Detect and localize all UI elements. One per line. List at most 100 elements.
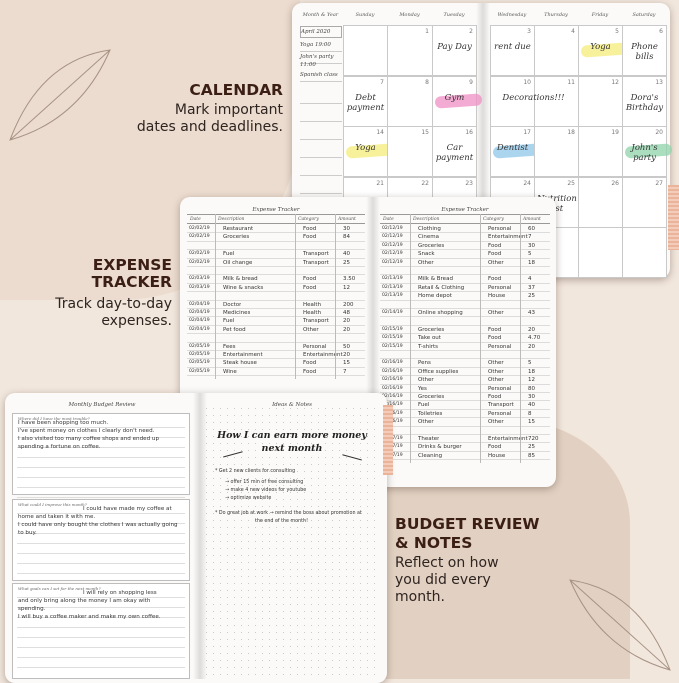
calendar-day-cell[interactable]: 9 Gym (432, 75, 483, 127)
review-answer: spending a fortune on coffee. (18, 444, 101, 450)
ruled-line (17, 427, 185, 428)
calendar-day-cell[interactable]: 11 (534, 75, 579, 127)
day-note: Dentist (496, 143, 529, 153)
ruled-line (17, 553, 185, 554)
ruled-line (17, 617, 185, 618)
date-cell: 02/04/19 (189, 301, 210, 307)
column-header: Amount (338, 217, 356, 222)
calendar-day-cell[interactable]: 18 (534, 126, 579, 177)
expense-title: Expense Tracker (441, 207, 489, 213)
description-cell: Groceries (223, 234, 250, 241)
ruled-line (17, 523, 185, 524)
calendar-day-cell[interactable]: 19 (578, 126, 623, 177)
calendar-day-cell[interactable]: 26 (578, 176, 623, 228)
review-answer: I will buy a coffee maker and make my ow… (18, 614, 161, 620)
category-cell: Personal (488, 226, 512, 232)
expense-row: 02/16/19OtherOther15 (380, 418, 550, 427)
amount-cell: 25 (528, 293, 535, 300)
day-number: 25 (567, 179, 575, 187)
day-number: 14 (376, 129, 384, 136)
description-cell: Fuel (223, 318, 235, 325)
calendar-day-cell[interactable]: 4 (534, 25, 579, 76)
calendar-day-cell[interactable] (578, 227, 623, 278)
calendar-day-cell[interactable]: 20 John's party (622, 126, 673, 177)
amount-cell: 15 (528, 419, 535, 426)
ruled-line (17, 647, 185, 648)
amount-cell: 50 (343, 343, 350, 350)
feature-desc: you did every (395, 572, 491, 588)
review-answer: I could have made my coffee at (83, 506, 172, 512)
day-number: 21 (376, 179, 384, 187)
day-number: 12 (611, 78, 619, 86)
feature-desc: Track day-to-day (55, 296, 172, 312)
category-cell: Food (303, 284, 317, 291)
description-cell: Fuel (418, 402, 430, 409)
category-cell: Entertainment (488, 234, 528, 241)
category-cell: Other (488, 259, 504, 266)
review-answer: I have been shopping too much. (18, 420, 109, 426)
category-cell: Food (488, 335, 502, 342)
description-cell: Home depot (418, 293, 452, 300)
amount-cell: 30 (528, 242, 535, 249)
calendar-day-cell[interactable]: 3 rent due (490, 25, 535, 76)
category-cell: Personal (488, 385, 512, 392)
date-cell: 02/02/19 (189, 259, 210, 265)
calendar-day-cell[interactable]: 8 (387, 75, 433, 127)
calendar-day-cell[interactable]: 6 Phone bills (622, 25, 667, 76)
day-header: Monday (399, 12, 420, 18)
date-cell: 02/04/19 (189, 310, 210, 315)
expense-row: 02/16/19 Fuel Transport 40 (380, 401, 550, 410)
day-header: Friday (591, 12, 609, 18)
column-divider (480, 214, 481, 464)
calendar-day-cell[interactable]: 10 Decorations!!! (490, 75, 565, 127)
date-cell: 02/12/19 (382, 251, 403, 257)
note-bullet: * Get 2 new clients for consulting (215, 469, 296, 474)
calendar-day-cell[interactable]: 12 (578, 75, 623, 127)
calendar-day-cell[interactable]: 7 Debt payment (343, 75, 388, 127)
date-cell: 02/16/19 (382, 377, 403, 383)
amount-cell: 25 (528, 444, 535, 451)
amount-cell: 84 (343, 234, 350, 241)
description-cell: Wine & snacks (223, 284, 264, 291)
calendar-day-cell[interactable] (622, 227, 667, 278)
notes-title: Ideas & Notes (272, 402, 312, 408)
expense-row: 02/12/19 Clothing Personal 60 (380, 225, 550, 234)
calendar-day-cell[interactable]: 1 (387, 25, 433, 76)
column-header: Date (190, 217, 201, 222)
calendar-day-cell[interactable]: 16 Car payment (432, 126, 477, 177)
calendar-day-cell[interactable]: 27 (622, 176, 667, 228)
ruled-line (17, 607, 185, 608)
ruled-line (17, 543, 185, 544)
review-section[interactable]: Where did I have the most trouble? I have… (12, 413, 190, 498)
review-section[interactable]: What goals can I set for the next month?… (12, 583, 190, 679)
calendar-day-cell[interactable] (343, 25, 388, 76)
expense-row: 02/12/19 Snack Food 5 (380, 250, 550, 259)
description-cell: Clothing (418, 226, 441, 232)
calendar-day-cell[interactable]: 5 Yoga (578, 25, 629, 76)
expense-row: 02/02/19 Restaurant Food 30 (187, 225, 365, 234)
category-cell: Transport (303, 259, 329, 266)
column-header: Amount (523, 217, 541, 222)
description-cell: Theater (418, 436, 440, 442)
review-question: What goals can I set for the next month? (18, 586, 101, 591)
calendar-day-cell[interactable]: 14 Yoga (343, 126, 394, 177)
category-cell: Health (303, 310, 322, 316)
feature-desc: dates and deadlines. (136, 119, 283, 135)
ruled-line (17, 667, 185, 668)
expense-row: 02/12/19 Other Other 18 (380, 259, 550, 267)
calendar-day-cell[interactable]: 17 Dentist (490, 126, 541, 177)
calendar-day-cell[interactable]: 13 Dora's Birthday (622, 75, 667, 127)
expense-row: 02/16/19ToiletriesPersonal8 (380, 410, 550, 419)
description-cell: Fees (223, 343, 236, 350)
column-divider (520, 214, 521, 464)
ruled-line (17, 563, 185, 564)
leaf-decoration (569, 579, 671, 671)
category-cell: Food (488, 242, 502, 249)
description-cell: Groceries (418, 242, 445, 249)
calendar-day-cell[interactable]: 15 (387, 126, 433, 177)
date-cell: 02/05/19 (189, 343, 210, 349)
review-section[interactable]: What could I improve this month? I could … (12, 499, 190, 584)
category-cell: Food (303, 234, 317, 241)
calendar-day-cell[interactable]: 2 Pay Day (432, 25, 477, 76)
